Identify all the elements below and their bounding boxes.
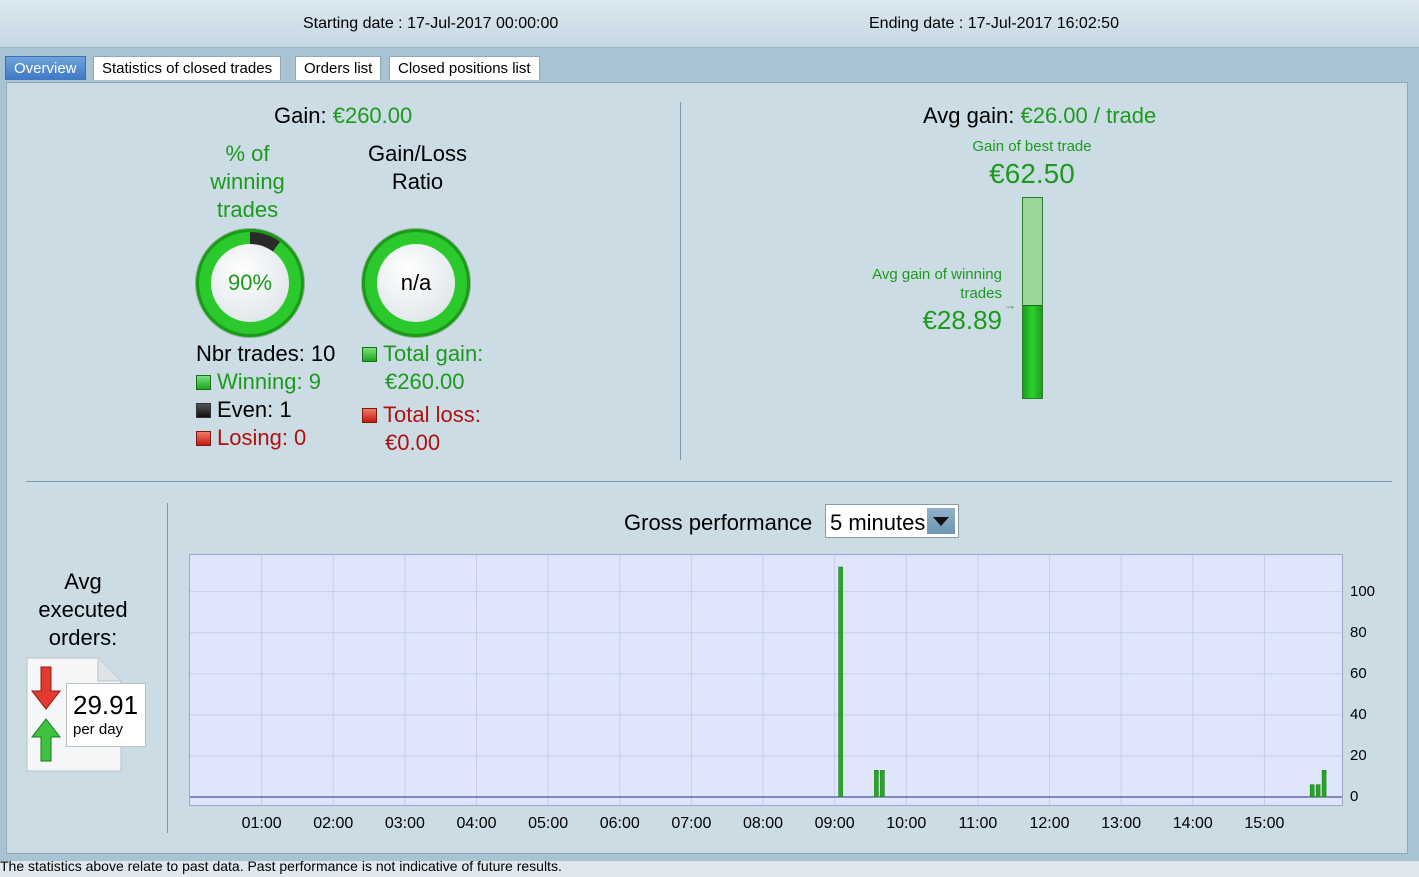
gross-performance-chart: [189, 554, 1343, 806]
y-tick-label: 60: [1350, 664, 1367, 682]
avg-winning-gain-gauge-fill: [1023, 305, 1042, 398]
nbr-trades: Nbr trades: 10: [196, 341, 336, 366]
chart-bar: [1315, 784, 1321, 798]
x-tick-label: 07:00: [671, 815, 712, 832]
winning-trades-title: % of winning trades: [210, 141, 285, 222]
winning-percentage-ring: 90%: [196, 229, 304, 337]
gross-performance-title: Gross performance: [624, 510, 813, 535]
avg-winning-gain-gauge: [1022, 197, 1043, 399]
total-loss-value: €0.00: [385, 430, 441, 455]
avg-gain-summary: Avg gain: €26.00 / trade: [923, 103, 1156, 129]
tab-overview[interactable]: Overview: [5, 56, 86, 80]
gain-loss-ratio-value: n/a: [377, 244, 455, 322]
total-loss-label: Total loss:: [383, 402, 481, 427]
x-tick-label: 10:00: [886, 815, 927, 832]
winning-legend-icon: [196, 375, 211, 390]
total-gain-value: €260.00: [385, 369, 465, 394]
starting-date: Starting date : 17-Jul-2017 00:00:00: [303, 15, 559, 32]
horizontal-divider: [26, 481, 1392, 482]
x-tick-label: 12:00: [1029, 815, 1070, 832]
orders-divider: [167, 503, 168, 833]
chart-bar: [1309, 784, 1315, 798]
avg-gain-value: €26.00 / trade: [1020, 103, 1157, 128]
orders-per-day-unit: per day: [73, 721, 124, 738]
chart-bar: [838, 566, 843, 798]
x-tick-label: 09:00: [814, 815, 855, 832]
x-tick-label: 04:00: [456, 815, 497, 832]
total-gain-legend-icon: [362, 347, 377, 362]
avg-executed-orders-title: Avg executed orders:: [38, 569, 128, 650]
chart-bar: [880, 770, 885, 798]
x-tick-label: 02:00: [313, 815, 354, 832]
tab-orders-list[interactable]: Orders list: [295, 56, 382, 80]
gain-loss-totals: Total gain: €260.00 Total loss: €0.00: [362, 340, 483, 457]
orders-per-day-value: 29.91: [73, 690, 139, 720]
x-tick-label: 15:00: [1244, 815, 1285, 832]
y-tick-label: 0: [1350, 788, 1359, 805]
tab-closed-positions-list[interactable]: Closed positions list: [389, 56, 540, 80]
best-trade-value: €62.50: [989, 158, 1075, 189]
even-legend-icon: [196, 403, 211, 418]
x-tick-label: 06:00: [599, 815, 640, 832]
avg-gain-label: Avg gain:: [923, 103, 1015, 128]
chart-bar: [874, 770, 879, 798]
gain-summary: Gain: €260.00: [274, 103, 412, 129]
ending-date: Ending date : 17-Jul-2017 16:02:50: [869, 15, 1119, 32]
tab-statistics-closed-trades[interactable]: Statistics of closed trades: [93, 56, 282, 80]
y-tick-label: 100: [1350, 582, 1376, 600]
losing-legend-icon: [196, 431, 211, 446]
losing-count: Losing: 0: [217, 425, 307, 450]
trade-counts: Nbr trades: 10 Winning: 9 Even: 1 Losing…: [196, 340, 335, 452]
x-tick-label: 08:00: [742, 815, 784, 832]
winning-count: Winning: 9: [217, 369, 321, 394]
x-tick-label: 13:00: [1101, 815, 1142, 832]
avg-winning-gain-value: €28.89: [922, 305, 1002, 335]
avg-winning-gain-label: Avg gain of winning trades: [872, 266, 1002, 302]
orders-per-day-box: 29.91 per day: [66, 683, 146, 747]
y-tick-label: 80: [1350, 623, 1367, 641]
gain-loss-ratio-ring: n/a: [362, 229, 470, 337]
x-tick-label: 05:00: [528, 815, 569, 832]
x-tick-label: 11:00: [958, 815, 998, 832]
y-tick-label: 20: [1350, 746, 1367, 764]
vertical-divider: [680, 102, 681, 460]
x-tick-label: 14:00: [1172, 815, 1213, 832]
x-tick-label: 01:00: [241, 815, 282, 832]
date-range-bar: Starting date : 17-Jul-2017 00:00:00 End…: [0, 0, 1419, 48]
disclaimer-bar: The statistics above relate to past data…: [0, 861, 1419, 877]
even-count: Even: 1: [217, 397, 292, 422]
gain-loss-ratio-title: Gain/Loss Ratio: [367, 141, 468, 194]
winning-percentage-value: 90%: [211, 244, 289, 322]
gauge-pointer-icon: →: [1004, 298, 1016, 312]
chart-bar: [1321, 770, 1327, 798]
chevron-down-icon[interactable]: [927, 508, 955, 534]
y-tick-label: 40: [1350, 705, 1367, 723]
disclaimer-text: The statistics above relate to past data…: [0, 861, 562, 874]
gross-performance-plot: [190, 555, 1342, 805]
best-trade-label: Gain of best trade: [972, 138, 1092, 155]
gain-value: €260.00: [332, 103, 413, 128]
interval-select-value: 5 minutes: [830, 510, 926, 535]
gain-label: Gain:: [274, 103, 327, 128]
total-gain-label: Total gain:: [383, 341, 484, 366]
total-loss-legend-icon: [362, 408, 377, 423]
interval-select[interactable]: 5 minutes: [825, 504, 959, 538]
x-tick-label: 03:00: [384, 815, 425, 832]
